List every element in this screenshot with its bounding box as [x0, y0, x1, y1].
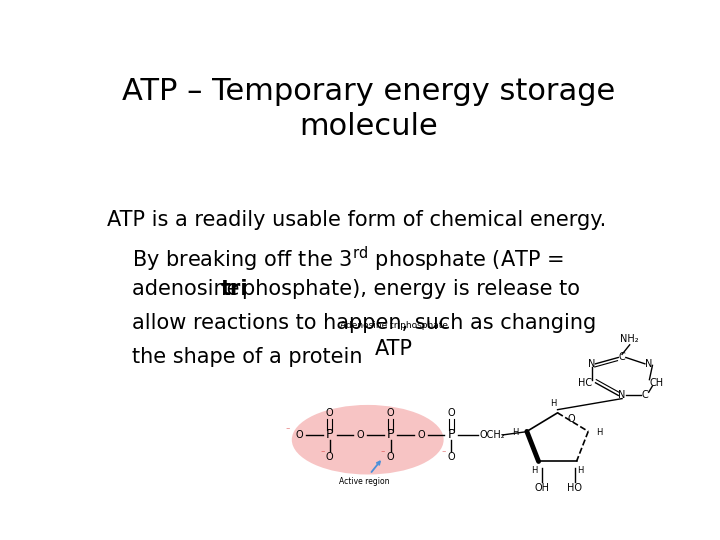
Text: Active region: Active region: [338, 462, 390, 486]
Text: P: P: [387, 428, 395, 442]
Text: O: O: [447, 408, 455, 418]
Text: By breaking off the 3$^{\rm rd}$ phosphate (ATP =: By breaking off the 3$^{\rm rd}$ phospha…: [132, 245, 564, 274]
Text: O: O: [296, 430, 303, 440]
Text: HO: HO: [567, 483, 582, 494]
Text: ⁻: ⁻: [320, 448, 324, 457]
Text: O: O: [387, 452, 395, 462]
Text: P: P: [326, 428, 333, 442]
Text: H: H: [595, 428, 602, 437]
Text: OCH₂: OCH₂: [480, 430, 505, 440]
Text: P: P: [448, 428, 455, 442]
Text: N: N: [588, 359, 595, 369]
Text: H: H: [551, 399, 557, 408]
Text: tri: tri: [220, 279, 248, 299]
Text: phosphate), energy is release to: phosphate), energy is release to: [242, 279, 580, 299]
Text: C: C: [642, 390, 648, 401]
Text: ⁻: ⁻: [286, 426, 290, 435]
Text: ⁻: ⁻: [441, 448, 446, 457]
Text: OH: OH: [535, 483, 550, 494]
Text: C: C: [618, 353, 626, 362]
Text: ATP is a readily usable form of chemical energy.: ATP is a readily usable form of chemical…: [107, 210, 606, 231]
Text: O: O: [326, 408, 333, 418]
Text: NH₂: NH₂: [621, 334, 639, 343]
Text: H: H: [512, 428, 518, 437]
Text: ⁻: ⁻: [381, 448, 385, 457]
Text: the shape of a protein: the shape of a protein: [132, 347, 362, 367]
Text: adenosine: adenosine: [132, 279, 246, 299]
Ellipse shape: [292, 405, 444, 475]
Text: H: H: [531, 467, 538, 475]
Text: ATP: ATP: [375, 339, 413, 359]
Text: N: N: [645, 359, 652, 369]
Text: ATP – Temporary energy storage
molecule: ATP – Temporary energy storage molecule: [122, 77, 616, 141]
Text: O: O: [417, 430, 425, 440]
Text: O: O: [387, 408, 395, 418]
Text: O: O: [356, 430, 364, 440]
Text: H: H: [577, 467, 583, 475]
Text: HC: HC: [577, 378, 592, 388]
Text: allow reactions to happen, such as changing: allow reactions to happen, such as chang…: [132, 313, 596, 333]
Text: CH: CH: [649, 378, 663, 388]
Text: O: O: [326, 452, 333, 462]
Text: O: O: [447, 452, 455, 462]
Text: N: N: [618, 390, 626, 401]
Text: O: O: [567, 414, 575, 424]
Text: Adenosine triphosphate: Adenosine triphosphate: [341, 321, 449, 330]
